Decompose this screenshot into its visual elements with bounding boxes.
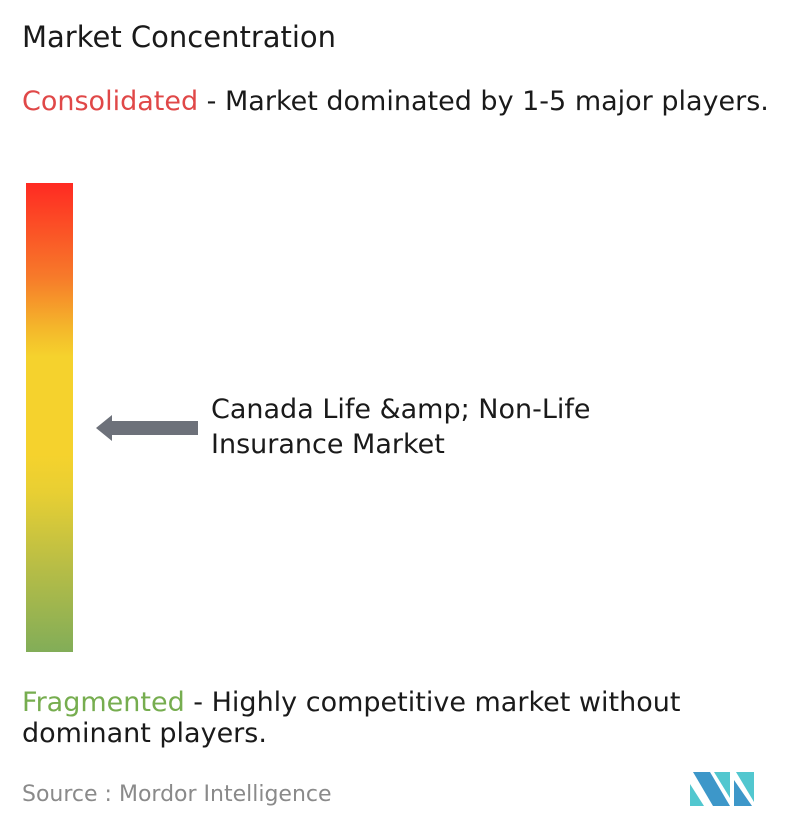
fragmented-legend: Fragmented - Highly competitive market w… [22,687,792,749]
arrow-left-icon [96,415,198,441]
source-prefix: Source : [22,782,119,807]
consolidated-label: Consolidated [22,86,199,117]
consolidated-description: - Market dominated by 1-5 major players. [198,86,769,117]
page-title: Market Concentration [22,20,337,54]
market-label: Canada Life &amp; Non-Life Insurance Mar… [211,394,591,460]
fragmented-label: Fragmented [22,687,185,718]
source-name: Mordor Intelligence [118,782,332,807]
mordor-logo-icon [690,772,754,806]
consolidated-legend: Consolidated - Market dominated by 1-5 m… [22,86,792,117]
concentration-gradient-bar [26,183,73,652]
source-text: Source : Mordor Intelligence [22,782,332,807]
fragmented-description: - Highly competitive market without domi… [22,687,681,749]
